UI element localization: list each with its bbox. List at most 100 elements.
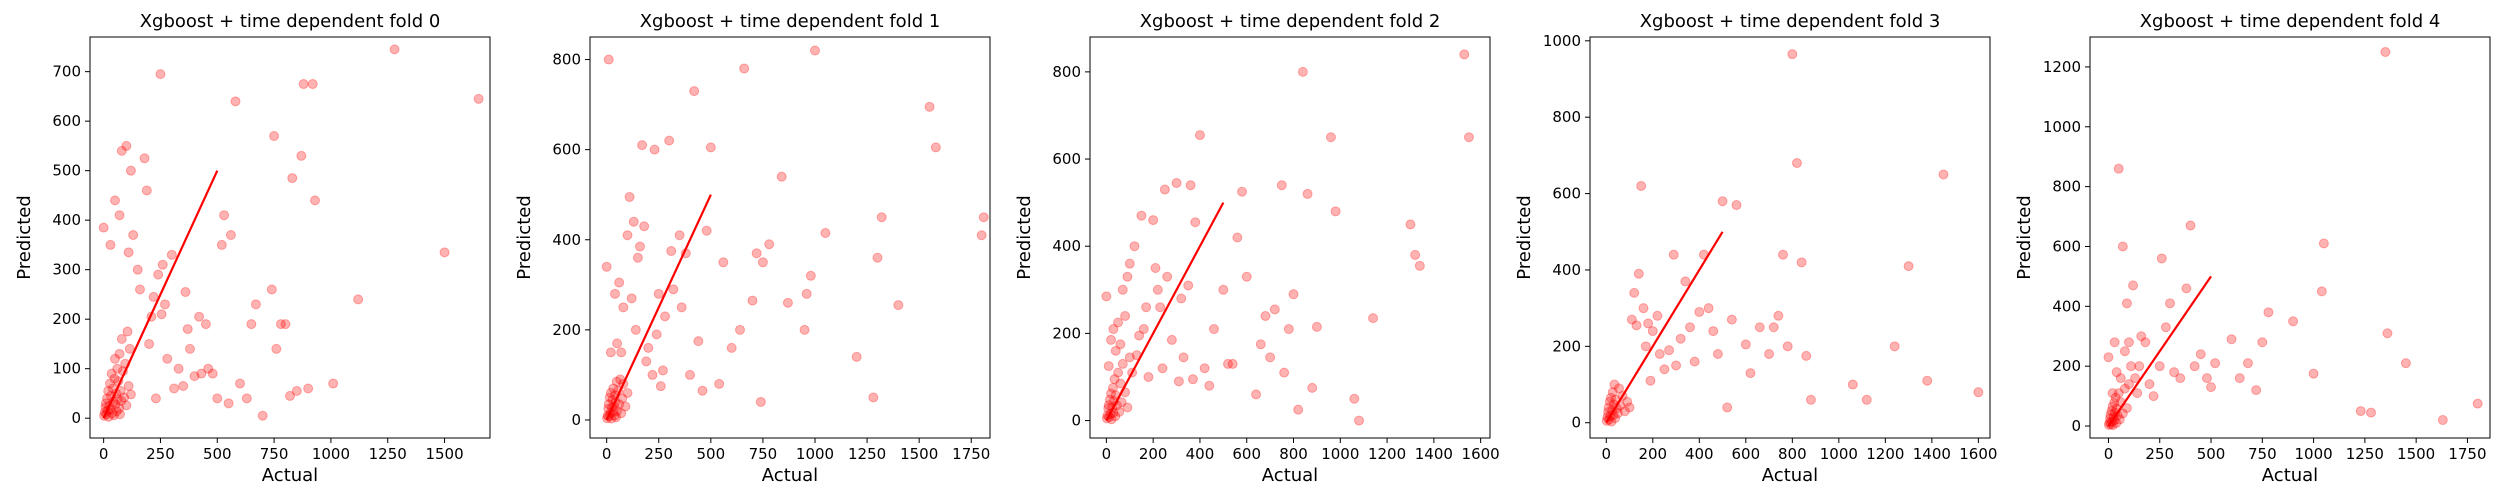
scatter-point [1102,292,1111,301]
scatter-point [270,132,279,141]
y-tick-label: 1000 [2043,118,2081,136]
scatter-point [1179,353,1188,362]
scatter-point [1779,250,1788,259]
scatter-point [174,364,183,373]
y-tick-label: 1000 [1543,32,1581,50]
y-axis-label: Predicted [2014,195,2035,280]
scatter-point [154,270,163,279]
scatter-point [642,357,651,366]
scatter-point [1139,325,1148,334]
scatter-point [2211,359,2220,368]
scatter-point [1177,294,1186,303]
y-tick-label: 800 [1052,63,1081,81]
scatter-point [894,301,903,310]
scatter-point [1277,181,1286,190]
scatter-point [272,344,281,353]
scatter-point [1660,365,1669,374]
scatter-point [1411,250,1420,259]
scatter-point [2166,299,2175,308]
scatter-point [1727,315,1736,324]
scatter-point [615,278,624,287]
scatter-point [2127,362,2136,371]
scatter-point [1252,390,1261,399]
scatter-point [777,172,786,181]
scatter-point [1261,311,1270,320]
scatter-point [2108,389,2117,398]
x-tick-label: 200 [1638,445,1667,463]
scatter-point [2118,242,2127,251]
scatter-point [1718,197,1727,206]
scatter-point [1788,50,1797,59]
y-axis-label: Predicted [514,195,535,280]
x-tick-label: 1000 [312,445,350,463]
x-tick-label: 1750 [2448,445,2486,463]
scatter-point [1709,327,1718,336]
scatter-point [1118,285,1127,294]
scatter-point [247,320,256,329]
scatter-point [877,213,886,222]
scatter-point [1184,281,1193,290]
scatter-point [111,196,120,205]
y-tick-label: 700 [52,63,81,81]
scatter-point [1806,395,1815,404]
x-tick-label: 600 [1232,445,1261,463]
scatter-point [1130,242,1139,251]
scatter-point [1676,334,1685,343]
x-tick-label: 250 [146,445,175,463]
scatter-point [698,386,707,395]
scatter-point [1797,258,1806,267]
scatter-point [677,303,686,312]
scatter-point [638,141,647,150]
scatter-point [158,260,167,269]
scatter-point [1256,340,1265,349]
scatter-point [1284,325,1293,334]
x-tick-label: 1600 [1959,445,1997,463]
scatter-point [1848,380,1857,389]
scatter-point [2473,399,2482,408]
scatter-point [2190,362,2199,371]
scatter-point [1200,364,1209,373]
scatter-point [213,394,222,403]
y-tick-label: 0 [2071,417,2081,435]
x-tick-label: 1500 [2397,445,2435,463]
scatter-point [145,339,154,348]
scatter-point [706,143,715,152]
scatter-point [1669,250,1678,259]
scatter-point [122,401,131,410]
scatter-point [220,211,229,220]
scatter-point [1312,322,1321,331]
scatter-point [821,228,830,237]
scatter-point [1632,321,1641,330]
scatter-point [873,253,882,262]
scatter-point [627,294,636,303]
scatter-point [1939,170,1948,179]
scatter-point [2196,350,2205,359]
scatter-point [1205,381,1214,390]
scatter-point [1242,272,1251,281]
scatter-point [740,64,749,73]
x-tick-label: 500 [203,445,232,463]
scatter-point [606,348,615,357]
y-tick-label: 600 [52,112,81,130]
scatter-point [1167,335,1176,344]
scatter-point [1646,376,1655,385]
x-tick-label: 400 [1685,445,1714,463]
scatter-point [715,379,724,388]
scatter-point [2258,338,2267,347]
scatter-point [297,151,306,160]
scatter-point [2356,407,2365,416]
scatter-point [1266,353,1275,362]
scatter-point [1655,349,1664,358]
scatter-point [2149,392,2158,401]
scatter-point [977,231,986,240]
scatter-point [2264,308,2273,317]
scatter-point [2235,374,2244,383]
x-tick-label: 800 [1279,445,1308,463]
scatter-point [852,352,861,361]
scatter-point [2207,383,2216,392]
scatter-point [1188,375,1197,384]
scatter-point [979,213,988,222]
scatter-point [226,231,235,240]
scatter-point [311,196,320,205]
scatter-point [1746,369,1755,378]
